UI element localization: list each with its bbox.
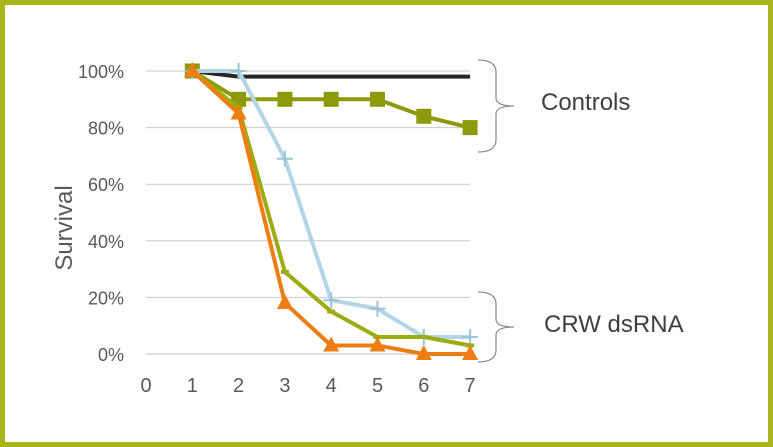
annotation-brace: CRW dsRNA bbox=[477, 291, 684, 363]
data-point bbox=[276, 294, 293, 310]
data-point bbox=[323, 292, 340, 309]
data-point bbox=[323, 336, 340, 352]
y-tick-label: 40% bbox=[88, 232, 124, 252]
data-point bbox=[462, 120, 478, 136]
data-point bbox=[230, 63, 247, 79]
x-tick-label: 2 bbox=[233, 375, 244, 397]
x-tick-label: 4 bbox=[326, 375, 337, 397]
brace-shape bbox=[477, 291, 515, 363]
annotation-label: CRW dsRNA bbox=[544, 311, 684, 338]
data-point bbox=[369, 336, 386, 352]
data-point bbox=[230, 104, 247, 120]
y-tick-label: 20% bbox=[88, 288, 124, 308]
data-point bbox=[370, 91, 385, 107]
data-point bbox=[277, 91, 293, 107]
annotation-label: Controls bbox=[541, 89, 630, 116]
data-point bbox=[462, 345, 479, 360]
series-5 bbox=[184, 62, 479, 360]
y-tick-label: 0% bbox=[98, 345, 124, 365]
data-point bbox=[323, 91, 339, 107]
x-axis-ticks: 0 1 2 3 4 5 6 7 bbox=[140, 375, 475, 397]
x-tick-label: 5 bbox=[372, 375, 383, 397]
x-tick-label: 0 bbox=[140, 375, 151, 397]
brace-shape bbox=[477, 59, 515, 153]
data-point bbox=[415, 345, 432, 360]
series-2 bbox=[184, 63, 478, 136]
annotation-brace: Controls bbox=[477, 59, 630, 153]
data-point bbox=[369, 300, 386, 317]
data-point bbox=[327, 309, 336, 314]
annotations: Controls CRW dsRNA bbox=[477, 59, 684, 363]
x-tick-label: 7 bbox=[465, 375, 476, 397]
y-axis-ticks: 0% 20% 40% 60% 80% 100% bbox=[78, 62, 124, 365]
data-point bbox=[276, 150, 293, 167]
x-tick-label: 1 bbox=[187, 375, 198, 397]
data-point bbox=[416, 108, 432, 124]
y-tick-label: 80% bbox=[88, 119, 124, 139]
data-point bbox=[462, 329, 479, 346]
data-point bbox=[419, 335, 428, 340]
series-lines bbox=[184, 62, 479, 360]
x-tick-label: 3 bbox=[279, 375, 290, 397]
y-tick-label: 100% bbox=[78, 62, 124, 82]
x-tick-label: 6 bbox=[418, 375, 429, 397]
data-point bbox=[280, 269, 289, 274]
y-axis-label: Survival bbox=[51, 185, 78, 270]
y-tick-label: 60% bbox=[88, 175, 124, 195]
data-point bbox=[184, 62, 201, 77]
